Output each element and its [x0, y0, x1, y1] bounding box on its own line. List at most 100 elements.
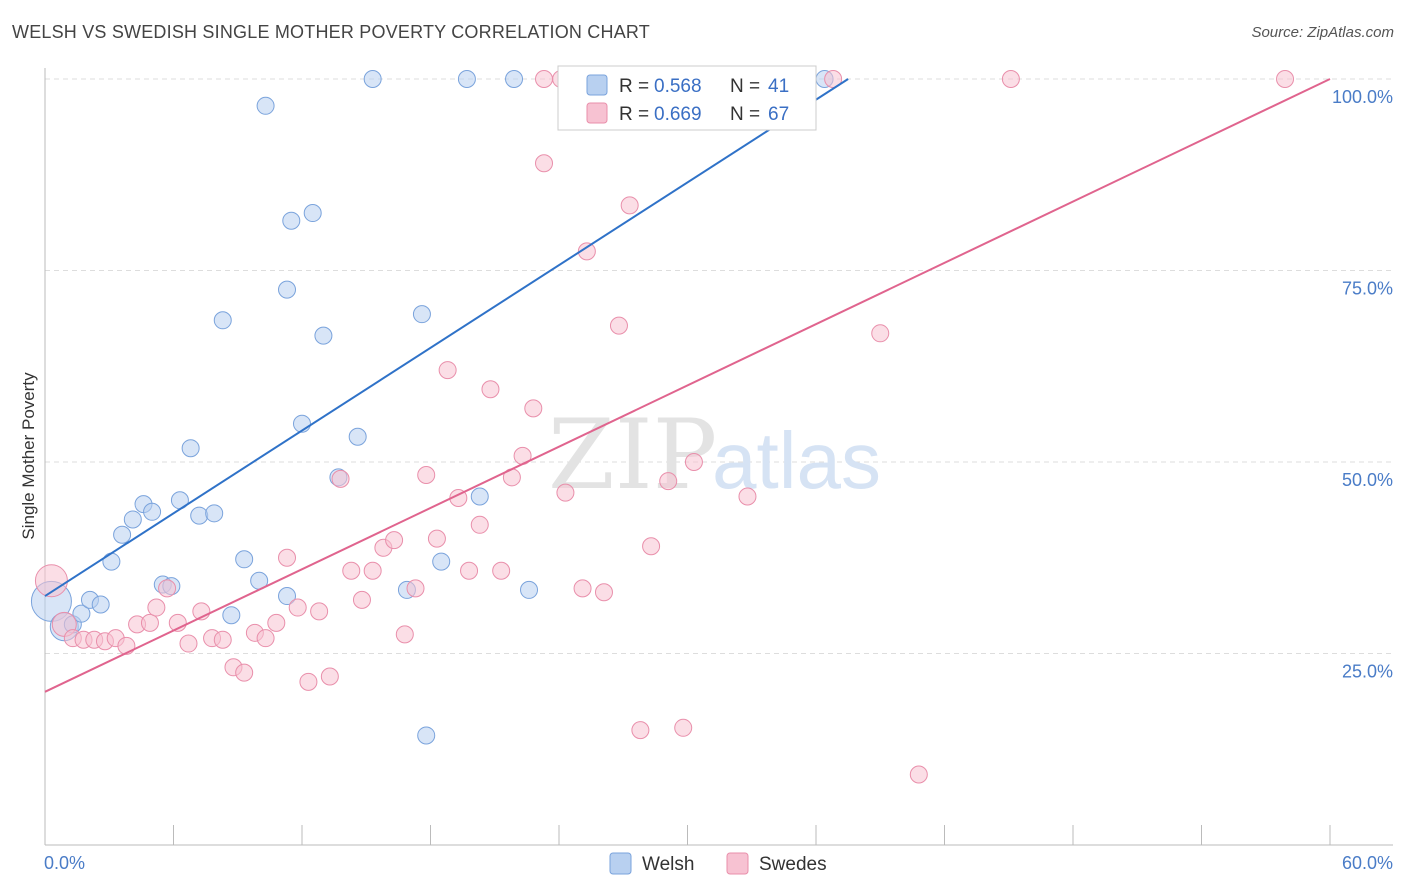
swedes-point	[738, 487, 757, 506]
swedes-point	[481, 380, 500, 399]
swedes-point	[577, 242, 596, 261]
welsh-point	[102, 552, 121, 571]
swedes-point	[363, 561, 382, 580]
y-tick-labels: 25.0% 50.0% 75.0% 100.0%	[1332, 87, 1393, 682]
swedes-point	[385, 531, 404, 550]
swedes-point	[524, 399, 543, 418]
bottom-legend-welsh-label: Welsh	[642, 854, 694, 875]
swedes-point	[331, 469, 350, 488]
y-tick-label: 100.0%	[1332, 87, 1393, 107]
welsh-point	[412, 305, 431, 324]
y-tick-label: 75.0%	[1342, 279, 1393, 299]
swedes-point	[535, 154, 554, 173]
swedes-point	[470, 515, 489, 534]
swedes-point	[659, 472, 678, 491]
swedes-point	[352, 590, 371, 609]
swedes-point	[256, 629, 275, 648]
welsh-point	[417, 726, 436, 745]
swedes-point	[427, 529, 446, 548]
welsh-point	[91, 595, 110, 614]
welsh-point	[282, 211, 301, 230]
welsh-point	[432, 552, 451, 571]
legend-swedes-swatch	[586, 102, 608, 124]
x-tick-labels: 0.0% 60.0%	[44, 853, 1393, 873]
swedes-point	[594, 583, 613, 602]
legend-welsh-r-label: R =	[619, 76, 649, 97]
swedes-point	[158, 579, 177, 598]
bottom-legend-welsh-swatch	[609, 852, 632, 875]
x-tick-label: 0.0%	[44, 853, 85, 873]
swedes-point	[642, 537, 661, 556]
welsh-point	[113, 525, 132, 544]
swedes-point	[556, 483, 575, 502]
swedes-point	[299, 672, 318, 691]
swedes-point	[535, 70, 554, 88]
swedes-point	[278, 548, 297, 567]
legend: R = 0.568 N = 41 R = 0.669 N = 67	[557, 65, 817, 131]
welsh-point	[457, 70, 476, 88]
swedes-points	[34, 70, 1295, 784]
swedes-point	[684, 453, 703, 471]
chart-source: Source: ZipAtlas.com	[1251, 24, 1394, 41]
welsh-point	[363, 70, 382, 88]
x-tick-label: 60.0%	[1342, 853, 1393, 873]
swedes-point	[438, 361, 457, 380]
welsh-point	[256, 96, 275, 115]
legend-welsh-swatch	[586, 74, 608, 96]
welsh-point	[222, 606, 241, 625]
welsh-point	[213, 311, 232, 330]
swedes-point	[117, 636, 136, 655]
swedes-point	[674, 718, 693, 737]
axes	[44, 68, 1393, 846]
bottom-legend-swedes-swatch	[726, 852, 749, 875]
welsh-point	[520, 580, 539, 599]
legend-swedes-n-value: 67	[768, 104, 789, 125]
welsh-point	[190, 506, 209, 525]
swedes-point	[871, 324, 890, 343]
y-axis-title: Single Mother Poverty	[19, 372, 38, 540]
swedes-point	[179, 634, 198, 653]
welsh-point	[348, 427, 367, 446]
chart-title: WELSH VS SWEDISH SINGLE MOTHER POVERTY C…	[12, 22, 650, 42]
y-tick-label: 50.0%	[1342, 470, 1393, 490]
welsh-point	[205, 504, 224, 523]
legend-swedes-n-label: N =	[730, 104, 760, 125]
swedes-point	[310, 602, 329, 621]
swedes-point	[147, 598, 166, 617]
legend-welsh-n-label: N =	[730, 76, 760, 97]
welsh-point	[143, 502, 162, 521]
swedes-point	[406, 579, 425, 598]
welsh-point	[123, 510, 142, 529]
legend-swedes-r-label: R =	[619, 104, 649, 125]
swedes-point	[909, 765, 928, 784]
swedes-point	[492, 561, 511, 580]
welsh-point	[278, 587, 297, 606]
legend-welsh-r-value: 0.568	[654, 76, 702, 97]
welsh-trend-line	[44, 78, 849, 597]
swedes-point	[320, 667, 339, 686]
swedes-point	[1001, 70, 1020, 88]
swedes-point	[342, 561, 361, 580]
legend-welsh-n-value: 41	[768, 76, 789, 97]
swedes-trend-line	[44, 78, 1331, 693]
welsh-point	[181, 439, 200, 458]
welsh-point	[470, 487, 489, 506]
bottom-legend: Welsh Swedes	[609, 852, 827, 875]
swedes-point	[609, 316, 628, 335]
legend-swedes-r-value: 0.669	[654, 104, 702, 125]
swedes-point	[395, 625, 414, 644]
welsh-point	[72, 604, 91, 623]
swedes-point	[1276, 70, 1295, 88]
swedes-point	[417, 466, 436, 485]
swedes-point	[460, 561, 479, 580]
swedes-point	[267, 613, 286, 632]
swedes-point	[620, 196, 639, 215]
swedes-point	[235, 663, 254, 682]
swedes-point	[140, 613, 159, 632]
welsh-point	[314, 326, 333, 345]
swedes-point	[288, 598, 307, 617]
welsh-point	[303, 204, 322, 223]
y-tick-label: 25.0%	[1342, 662, 1393, 682]
welsh-point	[235, 550, 254, 569]
